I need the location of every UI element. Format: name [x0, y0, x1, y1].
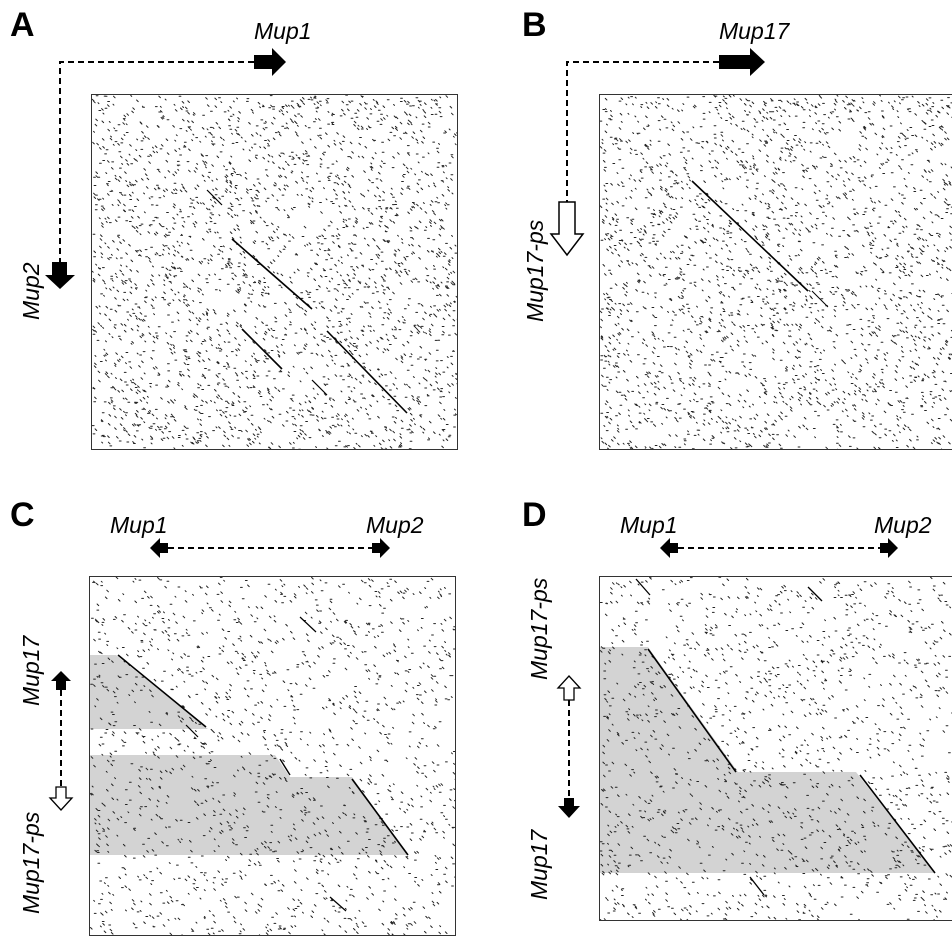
gene-label-c-left-lower: Mup17-ps	[18, 811, 44, 914]
up-arrow-icon	[51, 671, 71, 690]
gene-label-d-left-upper: Mup17-ps	[526, 577, 552, 680]
panel-letter-a: A	[10, 6, 35, 44]
homology-diagonal	[647, 648, 737, 773]
panel-letter-d: D	[522, 496, 547, 534]
right-arrow-icon	[254, 48, 286, 76]
panel-letter-b: B	[522, 6, 547, 44]
homology-shaded-region	[90, 755, 408, 855]
dot-plot-c	[89, 576, 456, 936]
gene-label-c-top-left: Mup1	[110, 512, 168, 538]
homology-diagonal	[859, 774, 936, 874]
gene-label-a-left: Mup2	[18, 262, 44, 320]
homology-diagonal	[635, 578, 651, 596]
gene-label-c-left-upper: Mup17	[18, 635, 44, 706]
homology-diagonal	[326, 330, 408, 414]
gene-label-b-left: Mup17-ps	[522, 219, 548, 322]
homology-diagonal	[811, 290, 829, 308]
open-down-arrow-icon	[549, 201, 585, 257]
gene-label-d-top-left: Mup1	[620, 512, 678, 538]
gene-label-a-top: Mup1	[254, 18, 312, 44]
homology-diagonal	[749, 876, 765, 896]
open-up-arrow-icon	[556, 675, 582, 701]
homology-diagonal	[329, 896, 347, 912]
left-arrow-icon	[660, 538, 678, 558]
gene-label-d-left-lower: Mup17	[526, 829, 552, 900]
down-arrow-icon	[558, 798, 580, 818]
dot-texture	[92, 95, 457, 449]
homology-diagonal	[206, 189, 223, 206]
open-down-arrow-icon	[48, 786, 74, 811]
gene-label-d-top-right: Mup2	[874, 512, 932, 538]
dot-plot-b	[599, 94, 952, 450]
right-arrow-icon	[719, 48, 765, 76]
dot-texture	[600, 577, 952, 920]
left-arrow-icon	[150, 538, 168, 558]
down-arrow-icon	[45, 262, 75, 289]
right-arrow-icon	[880, 538, 898, 558]
gene-label-b-top: Mup17	[719, 18, 790, 44]
dot-texture	[90, 577, 455, 935]
homology-diagonal	[691, 180, 809, 292]
homology-diagonal	[311, 379, 328, 396]
right-arrow-icon	[372, 538, 390, 558]
homology-diagonal	[185, 724, 199, 738]
homology-diagonal	[807, 586, 823, 602]
gene-label-c-top-right: Mup2	[366, 512, 424, 538]
panel-letter-c: C	[10, 496, 35, 534]
homology-diagonal	[241, 328, 283, 370]
homology-diagonal	[351, 778, 409, 856]
homology-shaded-region	[600, 647, 935, 873]
homology-diagonal	[279, 758, 291, 776]
homology-shaded-region	[90, 655, 208, 729]
homology-diagonal	[117, 654, 207, 728]
dot-plot-d	[599, 576, 952, 921]
dot-plot-a	[91, 94, 458, 450]
homology-diagonal	[299, 616, 317, 633]
dot-texture	[600, 95, 952, 449]
